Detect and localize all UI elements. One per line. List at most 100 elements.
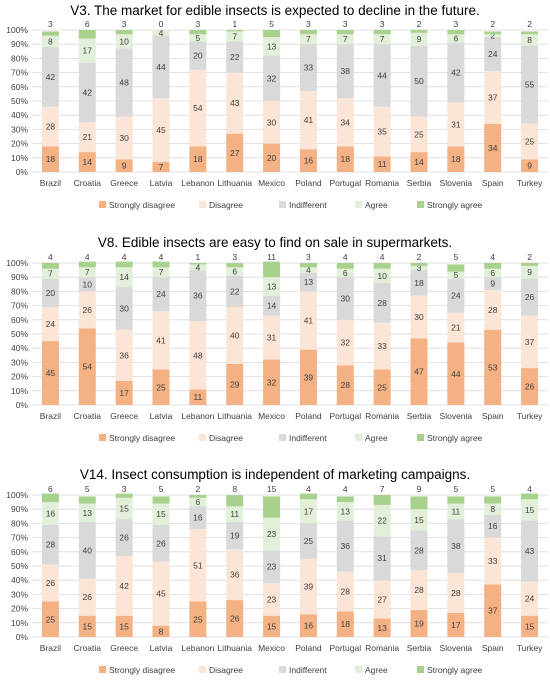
data-label: 3 <box>48 19 53 29</box>
data-label: 26 <box>156 538 166 548</box>
bar-segment-indifferent <box>263 550 281 584</box>
data-label: 54 <box>193 103 203 113</box>
data-label: 28 <box>377 298 387 308</box>
data-label: 32 <box>341 338 351 348</box>
data-label: 5 <box>453 484 458 494</box>
data-label: 30 <box>267 117 277 127</box>
legend-label: Strongly agree <box>427 665 483 675</box>
bar-segment-agree <box>152 30 170 36</box>
bar-segment-disagree <box>263 583 281 616</box>
bar-segment-disagree <box>115 116 133 160</box>
data-label: 17 <box>119 388 129 398</box>
x-tick-label: Brazil <box>40 178 61 188</box>
data-label: 14 <box>414 157 424 167</box>
x-tick-label: Turkey <box>517 411 543 421</box>
y-tick-label: 90% <box>11 272 28 282</box>
bar-segment-agree <box>41 502 59 525</box>
x-tick-label: Lithuania <box>217 411 252 421</box>
y-tick-label: 10% <box>11 386 28 396</box>
y-tick-label: 80% <box>11 286 28 296</box>
bar-segment-strongly-agree <box>263 30 281 38</box>
bar-segment-indifferent <box>484 277 502 290</box>
x-tick-label: Latvia <box>150 178 173 188</box>
data-label: 28 <box>46 122 56 132</box>
data-label: 23 <box>267 594 277 604</box>
bar-segment-strongly-agree <box>336 263 354 269</box>
data-label: 26 <box>525 292 535 302</box>
legend-label: Strongly disagree <box>109 433 175 443</box>
data-label: 4 <box>159 252 164 262</box>
data-label: 45 <box>156 125 166 135</box>
data-label: 42 <box>119 581 129 591</box>
bar-segment-agree <box>521 34 539 46</box>
bar-segment-agree <box>336 268 354 278</box>
y-tick-label: 80% <box>11 53 28 63</box>
legend-swatch <box>279 201 286 208</box>
bar-segment-strongly-agree <box>373 263 391 269</box>
data-label: 16 <box>46 508 56 518</box>
bar-segment-strongly-disagree <box>410 610 428 637</box>
data-label: 5 <box>159 484 164 494</box>
data-label: 6 <box>232 267 237 277</box>
bar-segment-agree <box>263 37 281 56</box>
legend-swatch <box>279 666 286 673</box>
bar-segment-strongly-agree <box>336 30 354 35</box>
data-label: 36 <box>193 291 203 301</box>
data-label: 26 <box>119 533 129 543</box>
y-tick-label: 0% <box>16 400 29 410</box>
bar-segment-indifferent <box>41 47 59 107</box>
data-label: 21 <box>451 323 461 333</box>
bar-segment-agree <box>226 506 244 522</box>
data-label: 28 <box>341 587 351 597</box>
data-label: 6 <box>195 497 200 507</box>
y-tick-label: 20% <box>11 372 28 382</box>
x-tick-label: Spain <box>482 643 504 653</box>
x-tick-label: Mexico <box>258 643 285 653</box>
bar-segment-indifferent <box>78 521 96 579</box>
data-label: 44 <box>377 70 387 80</box>
bar-segment-indifferent <box>41 278 59 308</box>
data-label: 4 <box>343 252 348 262</box>
bar-segment-disagree <box>226 548 244 601</box>
data-label: 1 <box>232 19 237 29</box>
bar-segment-indifferent <box>299 272 317 292</box>
bar-segment-indifferent <box>189 270 207 322</box>
data-label: 13 <box>267 281 277 291</box>
data-label: 5 <box>490 484 495 494</box>
data-label: 17 <box>451 620 461 630</box>
x-tick-label: Romania <box>365 643 399 653</box>
data-label: 15 <box>525 505 535 515</box>
data-label: 51 <box>193 560 203 570</box>
data-label: 38 <box>451 541 461 551</box>
data-label: 19 <box>414 619 424 629</box>
bar-segment-agree <box>336 34 354 45</box>
data-label: 26 <box>83 305 93 315</box>
bar-segment-indifferent <box>226 521 244 549</box>
bar-segment-disagree <box>152 561 170 626</box>
y-tick-label: 100% <box>6 258 28 268</box>
bar-segment-indifferent <box>336 44 354 99</box>
data-label: 3 <box>232 252 237 262</box>
data-label: 40 <box>83 545 93 555</box>
bar-segment-indifferent <box>484 37 502 72</box>
data-label: 40 <box>230 330 240 340</box>
x-tick-label: Greece <box>110 643 138 653</box>
data-label: 54 <box>83 362 93 372</box>
data-label: 27 <box>230 148 240 158</box>
bar-segment-agree <box>299 267 317 273</box>
bar-segment-disagree <box>521 581 539 616</box>
bar-segment-strongly-agree <box>484 31 502 35</box>
bar-segment-strongly-agree <box>410 30 428 33</box>
bar-segment-agree <box>484 503 502 515</box>
bar-segment-disagree <box>78 578 96 616</box>
bar-segment-strongly-disagree <box>447 612 465 637</box>
data-label: 9 <box>527 161 532 171</box>
chart-title: V14. Insect consumption is independent o… <box>80 467 470 482</box>
data-label: 11 <box>378 159 387 169</box>
bar-segment-strongly-disagree <box>41 341 59 405</box>
data-label: 10 <box>119 36 129 46</box>
y-tick-label: 30% <box>11 589 28 599</box>
y-tick-label: 40% <box>11 110 28 120</box>
data-label: 26 <box>525 382 535 392</box>
